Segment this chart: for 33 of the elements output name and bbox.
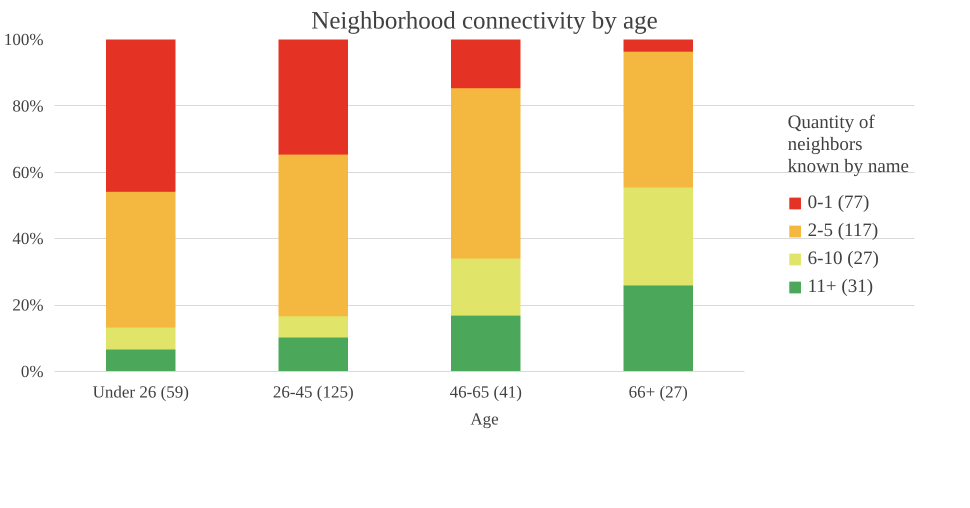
legend-label: 11+ (31) bbox=[808, 276, 874, 298]
bar bbox=[624, 40, 693, 52]
bar bbox=[451, 40, 520, 88]
bar bbox=[451, 258, 520, 316]
chart-title: Neighborhood connectivity by age bbox=[311, 8, 658, 34]
bar bbox=[278, 40, 348, 155]
bar bbox=[451, 315, 520, 372]
legend-label: 0-1 (77) bbox=[808, 192, 870, 214]
bar bbox=[106, 327, 176, 350]
x-tick-label: Under 26 (59) bbox=[92, 382, 189, 402]
y-tick-label: 60% bbox=[12, 162, 44, 182]
bar bbox=[106, 40, 176, 192]
bar bbox=[278, 316, 348, 338]
bar bbox=[106, 349, 176, 372]
bar bbox=[451, 88, 520, 259]
y-tick-label: 80% bbox=[12, 96, 44, 116]
x-tick-label: 46-65 (41) bbox=[450, 382, 522, 402]
y-tick-label: 100% bbox=[4, 30, 44, 49]
legend-label: 2-5 (117) bbox=[808, 220, 878, 242]
x-tick-label: 66+ (27) bbox=[628, 382, 688, 402]
y-tick-label: 0% bbox=[20, 362, 44, 381]
x-tick-label: 26-45 (125) bbox=[272, 382, 354, 402]
y-tick-label: 40% bbox=[12, 229, 44, 248]
bar bbox=[278, 337, 348, 372]
legend-label: 6-10 (27) bbox=[808, 248, 879, 270]
bar bbox=[624, 284, 693, 372]
y-tick-label: 20% bbox=[12, 296, 44, 315]
bar bbox=[278, 154, 348, 316]
legend-title: Quantity of neighbors known by name bbox=[788, 112, 909, 178]
bar bbox=[624, 51, 693, 188]
x-axis-title: Age bbox=[470, 410, 499, 428]
bar bbox=[624, 186, 693, 286]
bar bbox=[106, 191, 176, 328]
